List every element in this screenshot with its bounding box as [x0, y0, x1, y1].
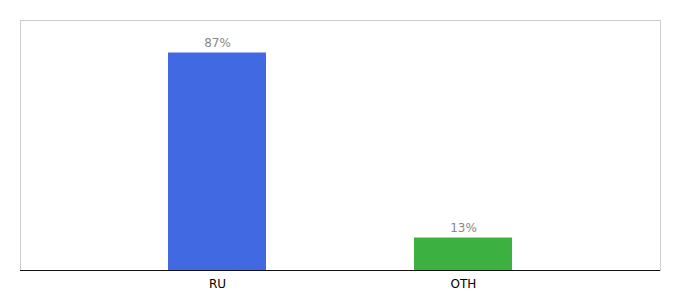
svg-text:RU: RU — [209, 277, 226, 291]
svg-text:OTH: OTH — [451, 277, 477, 291]
svg-text:13%: 13% — [450, 221, 477, 235]
svg-text:87%: 87% — [204, 36, 231, 50]
